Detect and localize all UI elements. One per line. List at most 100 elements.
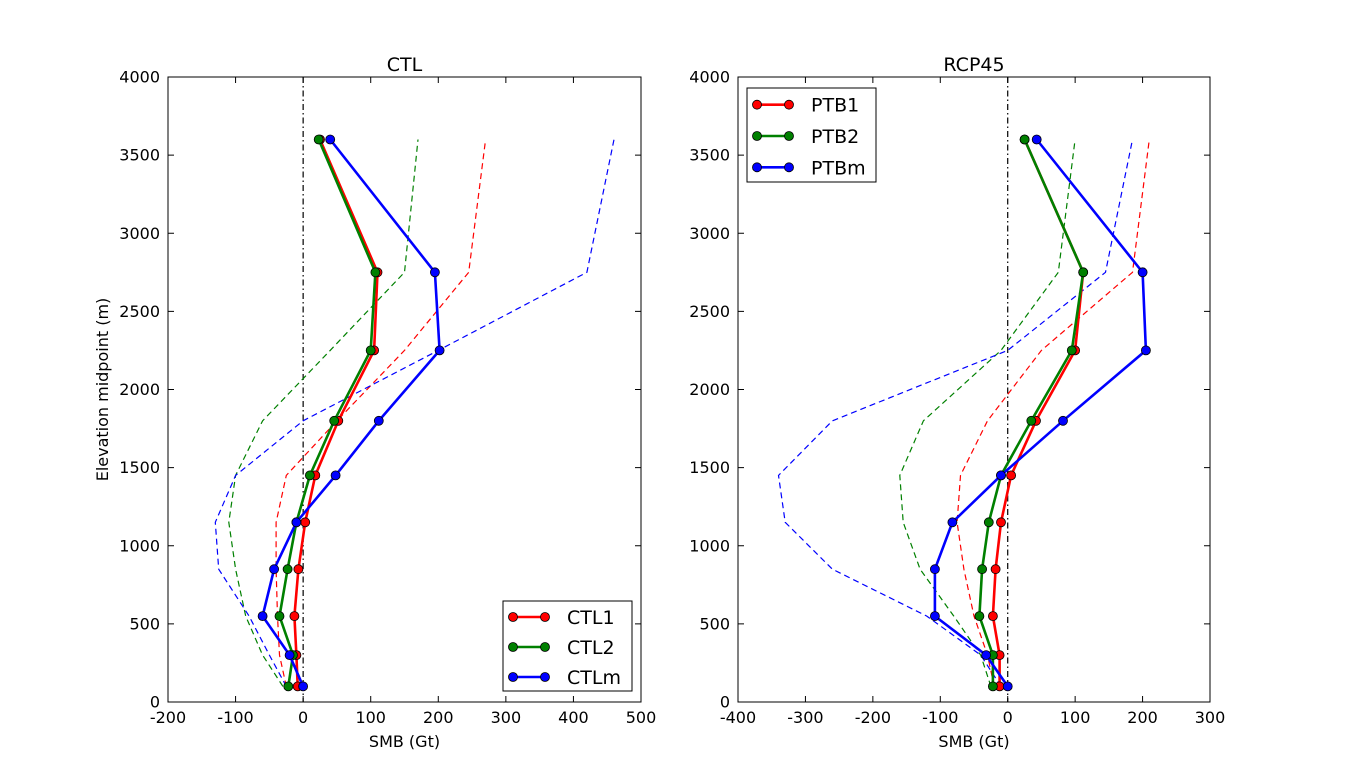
legend-marker <box>784 162 794 173</box>
data-point-ptb2 <box>1066 345 1077 356</box>
data-point-ptb2 <box>1078 267 1089 278</box>
y-tick-label: 2500 <box>119 302 160 321</box>
data-point-ptbm <box>1141 345 1151 356</box>
legend-label-ptbm: PTBm <box>811 157 866 179</box>
data-point-ctlm <box>284 650 295 660</box>
ctl-panel: -200 -100 0 100 200 300 400 500 0 500 1000 1500 2000… <box>93 54 656 751</box>
data-point-ctlm <box>291 517 302 528</box>
legend-label-ctlm: CTLm <box>567 667 621 689</box>
x-tick-label: 500 <box>626 708 657 727</box>
y-tick-label: 3000 <box>689 224 730 243</box>
legend-marker <box>752 162 762 173</box>
data-point-ctlm <box>257 611 268 621</box>
chart-title: RCP45 <box>943 54 1004 76</box>
data-point-ptb2 <box>1026 415 1037 426</box>
data-point-ptb2 <box>988 681 998 692</box>
y-tick-label: 500 <box>699 614 730 633</box>
data-point-ctl2 <box>313 134 324 145</box>
x-axis-label: SMB (Gt) <box>369 732 440 751</box>
x-tick-label: -100 <box>922 708 958 727</box>
x-tick-label: 400 <box>558 708 589 727</box>
x-tick-label: 0 <box>298 708 308 727</box>
data-point-ptb2 <box>1019 134 1030 145</box>
y-tick-label: 1500 <box>689 458 730 477</box>
data-point-ctl1 <box>300 517 311 528</box>
series-line-ctl1 <box>293 138 379 687</box>
x-tick-label: -200 <box>855 708 891 727</box>
rcp45-panel: -400 -300 -200 -100 0 100 200 30005001000150020… <box>689 54 1225 751</box>
x-tick-label: 200 <box>1127 708 1158 727</box>
data-point-ptbm <box>930 564 940 575</box>
y-tick-label: 4000 <box>119 68 160 87</box>
data-point-ptb1 <box>1006 470 1016 481</box>
legend-marker <box>540 642 550 652</box>
x-tick-label: 300 <box>491 708 522 727</box>
legend-marker <box>784 131 794 141</box>
legend-label-ctl1: CTL1 <box>567 607 615 629</box>
data-point-ctlm <box>429 267 440 278</box>
data-point-ptbm <box>1031 134 1042 145</box>
legend-marker <box>784 99 794 110</box>
data-point-ctl2 <box>282 564 293 575</box>
legend-label-ptb2: PTB2 <box>811 126 859 148</box>
legend-marker <box>540 612 550 622</box>
legend-marker <box>540 672 550 682</box>
y-tick-label: 500 <box>129 614 160 633</box>
x-tick-label: 300 <box>1195 708 1226 727</box>
x-tick-label: 200 <box>423 708 454 727</box>
reference-line-2 <box>777 139 1134 687</box>
legend: CTL1 CTL2 CTLm <box>502 600 633 692</box>
y-tick-label: 3500 <box>689 146 730 165</box>
data-point-ctl2 <box>329 415 340 426</box>
data-point-ptb1 <box>990 564 1001 575</box>
y-tick-label: 1500 <box>119 458 160 477</box>
legend-label-ctl2: CTL2 <box>567 637 615 659</box>
data-point-ctlm <box>269 564 280 575</box>
series-line-ctlm <box>261 138 441 687</box>
data-point-ptbm <box>981 650 991 660</box>
y-tick-label: 1000 <box>119 536 160 555</box>
data-point-ctlm <box>330 470 341 481</box>
data-point-ptb2 <box>983 517 994 528</box>
y-tick-label: 0 <box>720 693 730 712</box>
data-point-ptb1 <box>996 517 1006 528</box>
data-point-ptbm <box>1058 415 1068 426</box>
y-tick-label: 2500 <box>689 302 730 321</box>
y-tick-label: 1000 <box>689 536 730 555</box>
y-axis-label: Elevation midpoint (m) <box>93 298 112 482</box>
legend-label-ptb1: PTB1 <box>811 95 859 117</box>
reference-line-1 <box>228 139 419 687</box>
x-tick-label: 100 <box>1060 708 1091 727</box>
data-point-ptbm <box>947 517 958 528</box>
reference-line-1 <box>899 139 1076 687</box>
data-point-ctlm <box>434 345 445 356</box>
y-tick-label: 2000 <box>689 380 730 399</box>
x-tick-label: 100 <box>355 708 386 727</box>
series-line-ctl2 <box>278 138 377 687</box>
x-tick-label: 0 <box>1003 708 1013 727</box>
legend: PTB1 PTB2 PTBm <box>746 87 877 183</box>
data-point-ctl2 <box>365 345 376 356</box>
data-point-ctl1 <box>289 611 300 621</box>
chart-title: CTL <box>387 54 423 76</box>
legend-marker <box>508 672 518 682</box>
x-tick-label: -400 <box>720 708 756 727</box>
data-point-ctl2 <box>370 267 381 278</box>
data-point-ptb2 <box>974 611 985 621</box>
reference-line-0 <box>275 139 487 687</box>
y-tick-label: 3000 <box>119 224 160 243</box>
series-line-ptb1 <box>991 138 1085 687</box>
x-tick-label: -200 <box>150 708 186 727</box>
data-point-ctlm <box>373 415 384 426</box>
legend-marker <box>752 131 762 141</box>
y-tick-label: 4000 <box>689 68 730 87</box>
data-point-ctlm <box>298 681 309 692</box>
series-line-ptb2 <box>978 138 1085 687</box>
x-tick-label: -300 <box>787 708 823 727</box>
data-point-ctl1 <box>293 564 304 575</box>
legend-marker <box>508 612 518 622</box>
data-point-ctl2 <box>304 470 315 481</box>
data-point-ctl2 <box>283 681 294 692</box>
data-point-ctl2 <box>274 611 285 621</box>
